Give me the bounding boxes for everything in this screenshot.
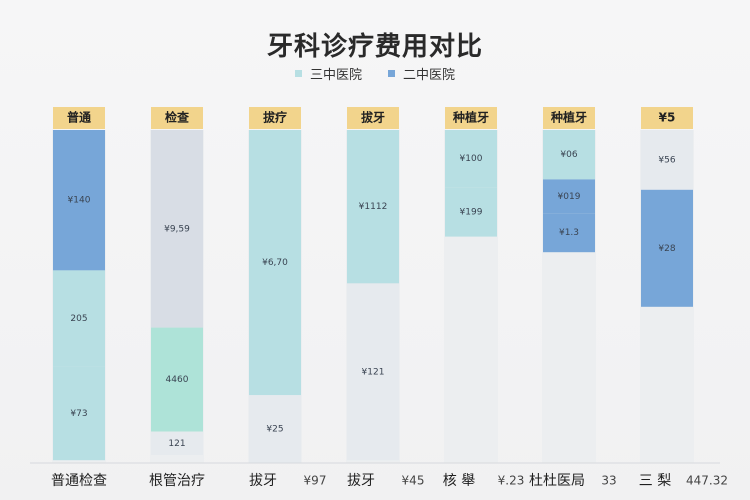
- data-label-3-1: ¥6,70: [262, 258, 288, 268]
- bar-header-1: [53, 107, 105, 129]
- bar-segment-5-1: [445, 130, 497, 188]
- bar-segment-4-2: [347, 283, 399, 461]
- data-label-1-1: ¥140: [68, 196, 91, 206]
- bar-segment-1-2: [53, 270, 105, 367]
- data-label-2-1: ¥9,59: [164, 224, 190, 234]
- chart-legend: 三中医院 二中医院: [0, 64, 750, 83]
- legend-item-series-2: 二中医院: [388, 64, 455, 83]
- bar-header-6: [543, 107, 595, 129]
- bar-header-5: [445, 107, 497, 129]
- x-tick-value-5: ¥.23: [498, 474, 525, 488]
- data-label-7-2: ¥28: [658, 244, 675, 254]
- data-label-1-3: ¥73: [70, 409, 87, 419]
- bar-header-label-1: 普通: [67, 110, 91, 125]
- x-tick-value-6: 33: [601, 474, 616, 488]
- x-tick-label-2: 根管治疗: [149, 473, 205, 489]
- data-label-1-2: 205: [70, 314, 87, 324]
- x-tick-value-3: ¥97: [304, 474, 327, 488]
- bar-segment-1-1: [53, 130, 105, 271]
- bar-segment-2-3: [151, 431, 203, 455]
- bar-segment-3-2: [249, 395, 301, 463]
- x-tick-label-3: 拔牙: [249, 473, 277, 489]
- bar-header-label-6: 种植牙: [550, 110, 587, 125]
- bar-segment-4-1: [347, 130, 399, 284]
- x-tick-label-7: 三 梨: [639, 473, 671, 489]
- legend-swatch-series-1: [294, 70, 302, 77]
- bar-header-7: [641, 107, 693, 129]
- bar-header-label-3: 拔疗: [263, 110, 287, 125]
- bar-header-label-5: 种植牙: [452, 110, 489, 125]
- x-tick-label-4: 拔牙: [347, 473, 375, 489]
- data-label-4-1: ¥1112: [359, 202, 388, 212]
- legend-label-series-2: 二中医院: [403, 68, 456, 83]
- x-tick-value-7: 447.32: [686, 474, 728, 488]
- bar-segment-5-2: [445, 187, 497, 237]
- legend-swatch-series-2: [388, 70, 395, 77]
- data-label-6-1: ¥06: [560, 150, 577, 160]
- bar-header-2: [151, 107, 203, 129]
- chart-title: 牙科诊疗费用对比: [266, 32, 483, 62]
- data-label-2-2: 4460: [166, 375, 189, 385]
- bar-segment-6-1: [543, 130, 595, 180]
- bar-segment-6-3: [543, 213, 595, 253]
- bar-segment-6-2: [543, 179, 595, 214]
- x-tick-label-1: 普通检查: [51, 473, 107, 489]
- data-label-3-2: ¥25: [266, 425, 283, 435]
- bar-header-3: [249, 107, 301, 129]
- x-tick-label-5: 核 舉: [443, 472, 475, 489]
- legend-item-series-1: 三中医院: [294, 64, 362, 83]
- data-label-6-2: ¥019: [558, 192, 581, 202]
- bar-segment-7-2: [641, 189, 693, 307]
- x-tick-label-6: 杜杜医局: [529, 473, 585, 489]
- data-label-5-1: ¥100: [460, 154, 483, 164]
- bar-segment-2-1: [151, 130, 203, 328]
- data-label-4-2: ¥121: [362, 367, 385, 377]
- bar-segment-2-2: [151, 327, 203, 432]
- data-label-2-3: 121: [168, 439, 185, 449]
- bar-segment-3-1: [249, 130, 301, 396]
- bar-header-label-2: 检查: [165, 110, 190, 125]
- x-tick-value-4: ¥45: [402, 474, 425, 488]
- data-label-6-3: ¥1.3: [559, 228, 579, 238]
- bar-header-label-4: 拔牙: [361, 110, 385, 125]
- legend-label-series-1: 三中医院: [309, 68, 362, 83]
- bar-header-label-7: ¥5: [659, 111, 676, 125]
- data-label-7-1: ¥56: [658, 155, 675, 165]
- bar-header-4: [347, 107, 399, 129]
- bar-segment-1-3: [53, 366, 105, 461]
- data-label-5-2: ¥199: [460, 207, 483, 217]
- bar-segment-7-1: [641, 130, 693, 190]
